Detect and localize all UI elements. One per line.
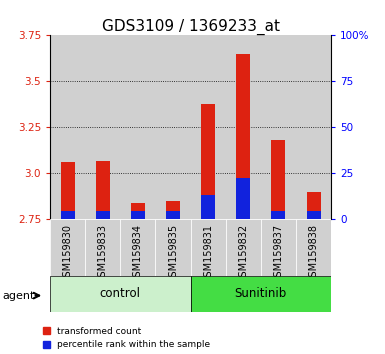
Text: GSM159833: GSM159833 <box>98 224 108 283</box>
Bar <box>131 211 145 219</box>
Bar <box>201 195 215 219</box>
Bar <box>50 35 85 219</box>
Text: GSM159832: GSM159832 <box>238 224 248 283</box>
Bar <box>156 35 191 219</box>
FancyBboxPatch shape <box>50 276 191 312</box>
Bar <box>131 203 145 219</box>
Text: GSM159830: GSM159830 <box>63 224 73 283</box>
Bar <box>60 162 75 219</box>
Text: GSM159834: GSM159834 <box>133 224 143 283</box>
Bar <box>85 35 120 219</box>
Bar <box>226 35 261 219</box>
Text: GSM159835: GSM159835 <box>168 224 178 283</box>
Bar <box>261 35 296 219</box>
Bar <box>271 140 285 219</box>
Text: GSM159837: GSM159837 <box>273 224 283 283</box>
FancyBboxPatch shape <box>191 276 331 312</box>
Text: GSM159831: GSM159831 <box>203 224 213 283</box>
Legend: transformed count, percentile rank within the sample: transformed count, percentile rank withi… <box>43 327 211 349</box>
Bar <box>201 103 215 219</box>
Bar <box>96 211 110 219</box>
Bar <box>166 211 180 219</box>
FancyBboxPatch shape <box>156 219 191 276</box>
FancyBboxPatch shape <box>121 219 156 276</box>
Title: GDS3109 / 1369233_at: GDS3109 / 1369233_at <box>102 19 280 35</box>
Text: GSM159838: GSM159838 <box>308 224 318 283</box>
FancyBboxPatch shape <box>50 219 85 276</box>
FancyBboxPatch shape <box>261 219 296 276</box>
Bar <box>121 35 156 219</box>
Bar <box>306 211 321 219</box>
Bar <box>96 161 110 219</box>
Bar <box>166 201 180 219</box>
Bar <box>60 211 75 219</box>
Bar <box>236 54 250 219</box>
Bar <box>271 211 285 219</box>
FancyBboxPatch shape <box>191 219 226 276</box>
FancyBboxPatch shape <box>85 219 121 276</box>
Text: agent: agent <box>2 291 34 301</box>
Bar <box>306 192 321 219</box>
FancyBboxPatch shape <box>296 219 331 276</box>
FancyBboxPatch shape <box>226 219 261 276</box>
Text: Sunitinib: Sunitinib <box>235 287 287 300</box>
Bar <box>236 178 250 219</box>
Bar <box>191 35 226 219</box>
Text: control: control <box>100 287 141 300</box>
Bar <box>296 35 331 219</box>
